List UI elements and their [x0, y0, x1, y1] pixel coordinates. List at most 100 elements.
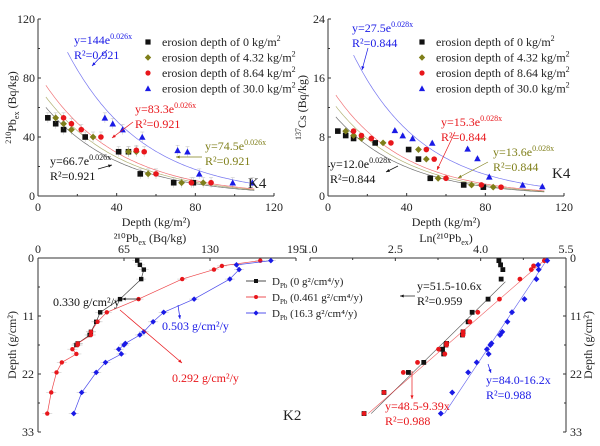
data-point	[460, 332, 466, 338]
panel-label: K2	[283, 408, 301, 424]
data-point	[485, 173, 493, 180]
data-point	[52, 120, 59, 127]
legend-rest: (0.461 g²/cm⁴/y)	[287, 292, 363, 304]
y-tick-label: 24	[313, 12, 325, 26]
annotation-arrow-head	[361, 66, 365, 70]
annotation-arrow	[457, 161, 489, 179]
legend-label: erosion depth of 4.32 kg/m2	[162, 50, 296, 65]
annotation-arrow-head	[386, 168, 390, 172]
data-point	[487, 342, 494, 348]
data-point	[496, 258, 502, 264]
series-blue	[101, 112, 256, 188]
rate-annotation: 0.292 g/cm²/y	[172, 371, 239, 385]
data-point	[350, 132, 357, 139]
panel-label: K4	[248, 176, 267, 192]
data-point	[117, 296, 123, 302]
data-point	[102, 359, 109, 366]
series-blue	[437, 257, 551, 417]
data-point	[485, 296, 491, 302]
data-point	[233, 262, 240, 268]
data-point	[178, 179, 185, 187]
legend-marker	[418, 85, 426, 92]
data-point	[442, 351, 448, 357]
data-point	[381, 390, 387, 395]
y-axis-label: 210Pbex (Bq/kg)	[4, 71, 21, 144]
legend-sup: 2	[566, 81, 570, 90]
y-label-main: Pb	[5, 119, 19, 132]
data-point	[160, 309, 167, 316]
legend-rest: (0 g²/cm⁴/y)	[287, 276, 343, 288]
data-point	[498, 276, 504, 282]
data-point	[109, 120, 117, 127]
series-blue	[391, 127, 546, 190]
x-label-sub: ex	[461, 238, 469, 247]
profile-line	[46, 260, 261, 414]
y-label-sup: 210	[4, 132, 13, 144]
data-point	[467, 319, 473, 325]
legend-label: DPb (16.3 g²/cm⁴/y)	[272, 308, 357, 322]
legend-text: erosion depth of 8.64 kg/m	[162, 66, 292, 80]
fit-r-squared: R²=0.921	[50, 169, 95, 183]
fit-equation: y=84.0-16.2x	[486, 373, 551, 387]
legend-marker	[145, 70, 151, 76]
legend: DPb (0 g²/cm⁴/y)DPb (0.461 g²/cm⁴/y)DPb …	[246, 276, 363, 322]
annotation-arrow	[119, 309, 183, 364]
data-point	[443, 175, 449, 182]
data-point	[531, 263, 536, 269]
x-label-main: ²¹⁰Pb	[114, 231, 139, 245]
data-point	[497, 296, 502, 302]
legend-label: erosion depth of 8.64 kg/m2	[162, 65, 296, 80]
series-red	[350, 128, 504, 190]
panel-pb-depth-profile-k2: 0 65 130 195 0 11 22 33 ²¹⁰Pbex (Bq/kg) Depth (g/…	[5, 231, 363, 439]
data-point	[153, 171, 159, 177]
legend-text: erosion depth of 4.32 kg/m	[162, 51, 292, 65]
data-point	[474, 155, 481, 162]
series-red	[42, 258, 266, 416]
x-tick-label: 5.5	[559, 242, 574, 256]
x-label-main: Ln(²¹⁰Pb	[419, 231, 461, 245]
data-point	[498, 184, 504, 190]
fit-eq-exponent: 0.028x	[391, 20, 413, 29]
data-point	[68, 126, 75, 134]
data-point	[504, 318, 511, 325]
legend-label: erosion depth of 30.0 kg/m2	[162, 81, 296, 96]
panel-ln-pb-depth-k2: 1.0 2.5 4.0 5.50 11 22 33 Ln(²¹⁰Pbex) Depth (g/c…	[303, 231, 596, 439]
fit-line-blue	[444, 260, 547, 414]
data-point	[133, 147, 140, 154]
fit-curve-olive	[45, 96, 255, 191]
legend-sup: 2	[292, 65, 296, 74]
data-point	[528, 267, 534, 272]
annotation-arrow-head	[410, 395, 414, 399]
data-point	[415, 156, 422, 162]
data-point	[465, 369, 472, 376]
annotation-arrow-head	[176, 155, 180, 159]
fit-eq-base: y=15.3e	[441, 115, 480, 129]
data-point	[350, 128, 357, 134]
y-tick-label: 22	[22, 367, 34, 381]
x-tick-label: 0	[35, 242, 41, 256]
fit-eq-exponent: 0.026x	[174, 101, 196, 110]
x-tick-label: 4.0	[473, 242, 488, 256]
data-point	[227, 276, 233, 282]
data-point	[415, 146, 422, 153]
data-point	[342, 127, 350, 135]
x-tick-label: 0	[35, 200, 41, 214]
data-point	[97, 310, 103, 315]
x-label-rest: )	[469, 231, 473, 245]
data-point	[372, 140, 378, 146]
legend-marker	[419, 70, 425, 76]
fit-eq-exponent: 0.026x	[110, 32, 132, 41]
data-point	[60, 126, 67, 133]
data-point	[535, 266, 542, 273]
legend-text: erosion depth of 30.0 kg/m	[436, 82, 566, 96]
fit-eq-base: y=144e	[74, 33, 110, 47]
data-point	[89, 133, 97, 141]
panel-cs-vs-depth-k4: 0 40 80 120 0 8 16 24 Depth (kg/m²) 137Cs (Bq/kg)…	[294, 12, 573, 229]
y-axis-label: Depth (g/cm²)	[581, 311, 595, 379]
legend-text: erosion depth of 0 kg/m	[436, 35, 551, 49]
data-point	[144, 170, 152, 178]
fit-equation: y=51.5-10.6x	[417, 279, 482, 293]
data-point	[118, 351, 125, 357]
data-point	[444, 342, 449, 348]
